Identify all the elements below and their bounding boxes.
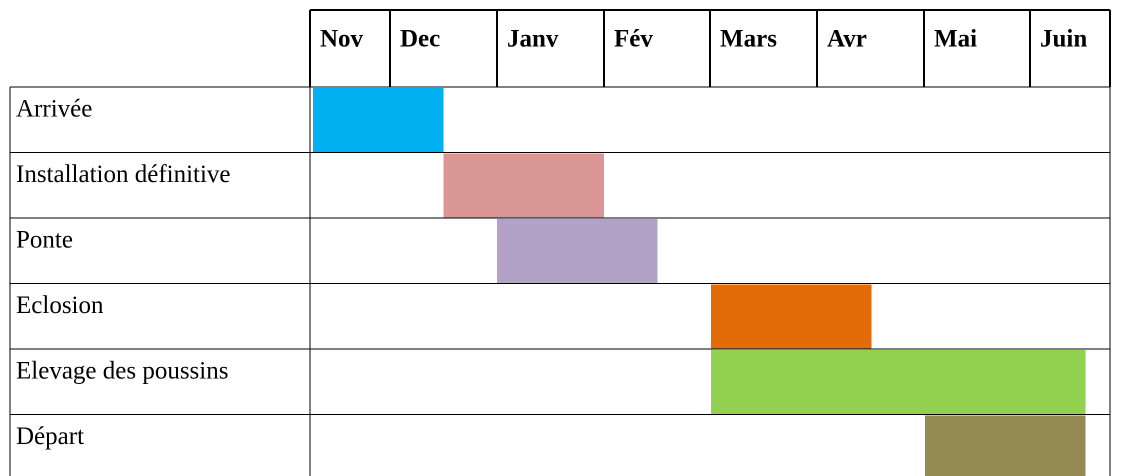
task-bar	[313, 88, 444, 153]
task-bar	[925, 415, 1086, 476]
month-label: Avr	[827, 26, 867, 53]
month-label: Dec	[400, 26, 440, 53]
task-bar	[711, 284, 872, 349]
task-bar	[497, 219, 658, 284]
month-label: Fév	[614, 26, 653, 53]
month-label: Mai	[934, 26, 977, 53]
month-label: Nov	[320, 26, 364, 53]
month-label: Janv	[507, 26, 559, 53]
month-label: Juin	[1040, 26, 1087, 53]
task-bar	[443, 153, 604, 218]
task-label: Eclosion	[16, 292, 104, 319]
task-label: Ponte	[16, 227, 73, 254]
task-label: Arrivée	[16, 96, 92, 123]
task-label: Installation définitive	[16, 161, 231, 188]
task-bar	[711, 350, 1086, 415]
task-label: Départ	[16, 423, 84, 450]
month-label: Mars	[720, 26, 777, 53]
task-label: Elevage des poussins	[16, 358, 228, 385]
